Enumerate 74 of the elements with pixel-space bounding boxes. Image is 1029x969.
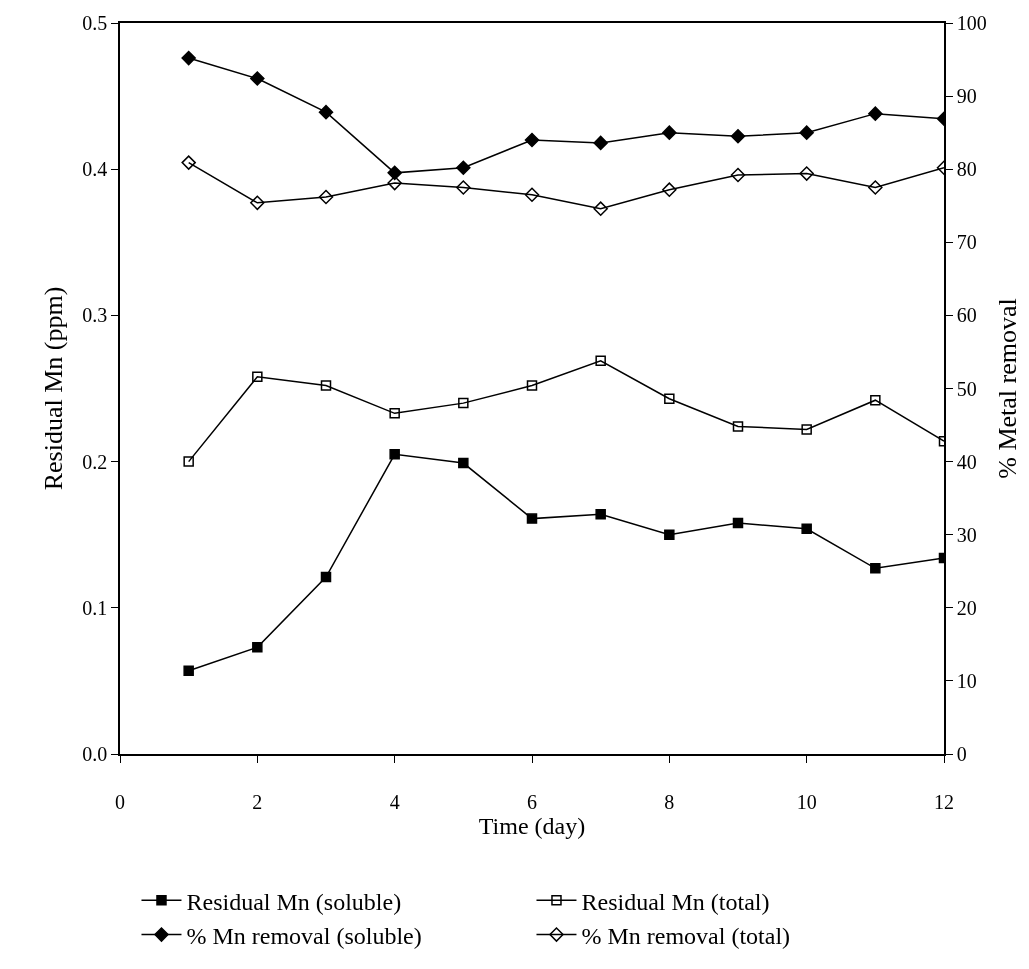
point — [320, 380, 332, 391]
y-tick-label: 0.2 — [82, 450, 108, 473]
point — [524, 187, 540, 203]
point — [526, 513, 538, 524]
point — [181, 155, 196, 170]
y-tick-label: 0.1 — [82, 596, 108, 619]
point — [662, 125, 677, 140]
point — [732, 517, 744, 529]
legend-label: Residual Mn (total) — [581, 888, 770, 915]
point — [458, 457, 469, 469]
point — [456, 180, 471, 195]
point — [320, 571, 332, 583]
point — [799, 125, 814, 140]
x-tick-label: 2 — [252, 790, 263, 813]
point — [250, 195, 265, 211]
y2-tick-label: 50 — [956, 377, 977, 400]
y2-tick-label: 100 — [956, 12, 987, 34]
point — [870, 563, 881, 574]
y2-tick-label: 30 — [956, 523, 977, 546]
legend-label: % Mn removal (total) — [581, 922, 791, 949]
point — [870, 394, 881, 406]
point — [730, 167, 746, 183]
point — [662, 182, 677, 197]
y-axis-title: Residual Mn (ppm) — [39, 286, 69, 491]
x-tick-label: 10 — [796, 790, 817, 813]
y2-tick-label: 0 — [956, 743, 967, 765]
point — [593, 135, 608, 151]
x-axis-title: Time (day) — [478, 812, 586, 839]
point — [183, 665, 194, 676]
point — [252, 642, 263, 653]
x-tick-label: 8 — [664, 790, 675, 813]
y2-tick-label: 90 — [956, 85, 977, 108]
point — [801, 424, 812, 435]
y-tick-label: 0.3 — [82, 304, 108, 327]
y2-tick-label: 70 — [956, 231, 977, 254]
point — [387, 165, 402, 181]
x-tick-label: 12 — [934, 790, 954, 813]
y2-axis-title: % Metal removal — [992, 298, 1022, 479]
point — [730, 129, 746, 144]
point — [458, 397, 469, 409]
y2-tick-label: 10 — [956, 669, 977, 692]
legend-label: Residual Mn (soluble) — [186, 888, 402, 915]
x-tick-label: 6 — [527, 790, 537, 813]
x-tick-label: 4 — [389, 790, 400, 813]
point — [250, 71, 265, 86]
point — [526, 380, 538, 391]
point — [801, 523, 812, 535]
y2-tick-label: 20 — [956, 596, 977, 619]
y2-tick-label: 40 — [956, 450, 977, 473]
point — [389, 449, 400, 460]
point — [181, 50, 196, 66]
y2-tick-label: 80 — [956, 158, 977, 181]
point — [524, 132, 540, 148]
point — [593, 201, 608, 216]
point — [664, 393, 675, 404]
legend-label: % Mn removal (soluble) — [186, 922, 422, 949]
point — [389, 408, 400, 419]
point — [868, 180, 883, 195]
y-tick-label: 0.0 — [82, 743, 108, 765]
point — [595, 508, 606, 520]
point — [732, 421, 744, 432]
point — [868, 106, 883, 121]
point — [595, 355, 606, 366]
point — [318, 189, 334, 205]
y-tick-label: 0.4 — [82, 158, 108, 181]
point — [252, 371, 263, 383]
point — [318, 104, 334, 120]
point — [456, 160, 471, 175]
point — [183, 456, 194, 467]
x-tick-label: 0 — [115, 790, 125, 813]
point — [664, 529, 675, 540]
point — [799, 166, 814, 181]
y-tick-label: 0.5 — [82, 12, 108, 34]
y2-tick-label: 60 — [956, 304, 977, 327]
